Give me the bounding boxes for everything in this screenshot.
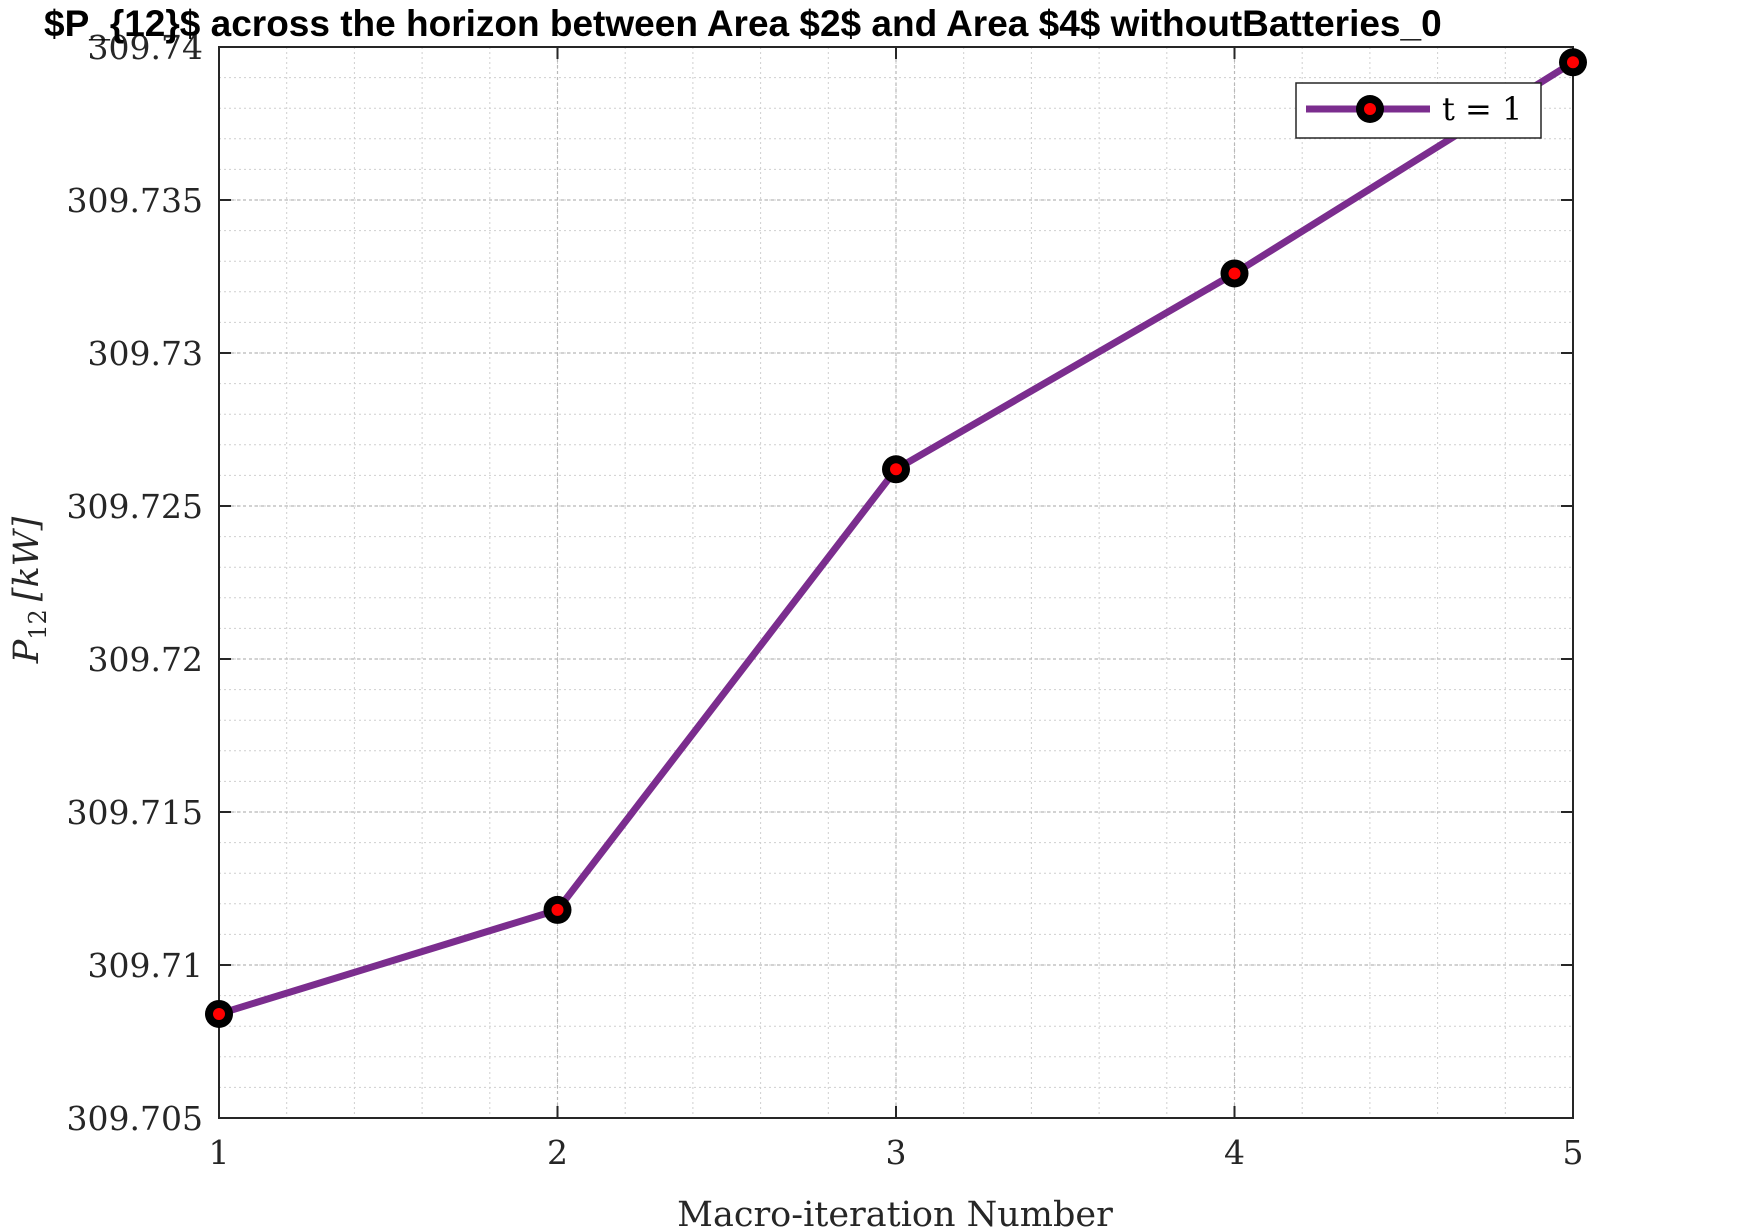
y-tick-label: 309.74 (88, 28, 203, 67)
x-axis-label: Macro-iteration Number (677, 1195, 1113, 1231)
x-axis-ticks: 1 2 3 4 5 (209, 47, 1584, 1172)
y-axis-label-main: P (7, 638, 47, 664)
y-axis-label-unit: [kW] (7, 516, 47, 601)
chart-title: $P_{12}$ across the horizon between Area… (44, 3, 1442, 44)
data-point-center (1228, 267, 1241, 280)
x-tick-label: 5 (1563, 1133, 1584, 1172)
y-tick-label: 309.705 (67, 1099, 203, 1138)
y-tick-label: 309.71 (88, 946, 203, 985)
legend-label: t = 1 (1442, 90, 1522, 128)
data-point-center (551, 903, 564, 916)
series-layer (205, 48, 1587, 1028)
y-tick-label: 309.73 (88, 334, 203, 373)
data-point-center (1567, 56, 1579, 69)
svg-text:P12[kW]: P12 [kW] (7, 516, 52, 664)
y-tick-label: 309.735 (67, 181, 203, 220)
data-point-center (890, 463, 902, 476)
legend-marker-center (1364, 103, 1376, 115)
y-tick-label: 309.72 (88, 640, 203, 679)
y-tick-label: 309.725 (67, 487, 203, 526)
y-tick-label: 309.715 (67, 793, 203, 832)
x-tick-label: 3 (886, 1133, 907, 1172)
y-axis-label: P12 [kW] (7, 516, 52, 664)
x-tick-label: 4 (1224, 1133, 1245, 1172)
data-point-center (213, 1007, 225, 1020)
legend: t = 1 (1295, 82, 1542, 139)
x-tick-label: 1 (209, 1133, 230, 1172)
x-tick-label: 2 (547, 1133, 568, 1172)
y-axis-label-sub: 12 (24, 609, 52, 640)
y-axis-ticks: 309.705 309.71 309.715 309.72 309.725 309.73 3… (67, 28, 1573, 1138)
